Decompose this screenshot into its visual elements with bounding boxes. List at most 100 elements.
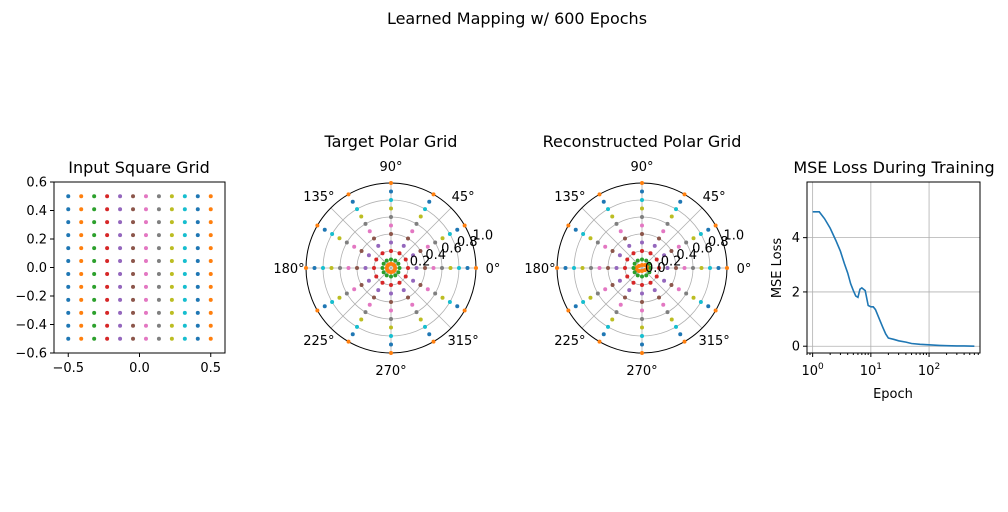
recon-polar-point [678, 332, 683, 337]
target-polar-point [389, 325, 393, 330]
target-polar-point [447, 232, 452, 236]
recon-polar-point [627, 243, 632, 248]
input-grid-point [118, 284, 123, 289]
target-polar-theta-label: 270° [375, 364, 406, 379]
recon-polar-point [657, 236, 661, 241]
input-grid-point [92, 194, 97, 199]
input-grid-point [169, 246, 174, 251]
input-grid-point [182, 271, 187, 276]
recon-polar-point [595, 291, 600, 296]
input-grid-point [169, 220, 174, 225]
target-polar-theta-label: 90° [379, 160, 402, 175]
target-polar-point [423, 266, 427, 270]
recon-polar-point [725, 266, 729, 270]
input-grid-point [118, 323, 123, 328]
input-grid-point [156, 194, 161, 199]
target-polar-point [433, 291, 438, 296]
target-polar-point [389, 317, 393, 321]
loss-xtick-label: 101 [860, 362, 882, 379]
input-grid-ytick-label: −0.2 [15, 290, 47, 305]
recon-polar-point [640, 181, 644, 185]
input-grid-point [169, 323, 174, 328]
input-grid-point [169, 233, 174, 238]
input-grid-point [143, 284, 148, 289]
recon-polar-point [669, 283, 674, 287]
recon-polar-point [669, 214, 674, 219]
input-grid-point [105, 323, 110, 328]
target-polar-points [304, 181, 478, 355]
recon-polar-point [640, 223, 644, 228]
target-polar-point [427, 332, 432, 337]
target-polar-r-label: 0.8 [457, 235, 478, 250]
target-polar-point [418, 214, 423, 219]
target-polar-point [338, 266, 342, 270]
recon-polar-point [640, 308, 644, 313]
target-polar-point [363, 266, 368, 270]
input-grid-point [66, 297, 71, 302]
target-polar-point [406, 236, 410, 241]
input-grid-point [169, 336, 174, 341]
recon-polar-point [635, 273, 640, 278]
input-grid-point [131, 220, 136, 225]
figure-suptitle: Learned Mapping w/ 600 Epochs [387, 9, 647, 28]
input-grid-point [156, 310, 161, 315]
input-grid-point [105, 220, 110, 225]
target-polar-point [389, 274, 393, 279]
input-grid-point [79, 194, 84, 199]
input-grid-point [156, 246, 161, 251]
recon-polar-tick-labels: 0° 45° 90° 135° 180° 225° 270° 315° 0.00.20.40.6… [524, 160, 751, 379]
input-grid-point [182, 284, 187, 289]
recon-polar-spoke [581, 267, 643, 329]
input-grid-point [208, 207, 213, 212]
input-grid-point [195, 310, 200, 315]
input-grid-point [182, 207, 187, 212]
input-grid-point [79, 310, 84, 315]
input-grid-point [156, 271, 161, 276]
input-grid-point [131, 259, 136, 264]
recon-polar-point [648, 280, 653, 285]
loss-xtick-label: 100 [802, 362, 825, 379]
recon-polar-point [618, 229, 623, 234]
target-polar-point [425, 244, 430, 249]
target-polar-point [423, 324, 427, 329]
input-grid-point [143, 194, 148, 199]
target-polar-point [376, 243, 381, 248]
target-polar-point [406, 295, 410, 300]
recon-polar-point [640, 325, 644, 330]
recon-polar-point [698, 300, 703, 304]
loss-ylabel: MSE Loss [770, 238, 785, 299]
recon-polar-point [573, 304, 578, 309]
input-grid-point [66, 284, 71, 289]
target-polar-point [355, 324, 359, 329]
target-polar-point [414, 221, 419, 226]
target-polar-point [440, 266, 444, 270]
target-polar-r-label: 1.0 [473, 228, 494, 243]
input-grid-point [118, 259, 123, 264]
recon-polar-point [665, 310, 670, 315]
target-polar-point [389, 308, 393, 313]
input-grid-point [92, 271, 97, 276]
input-grid-point [131, 336, 136, 341]
input-grid-point [195, 194, 200, 199]
input-grid-point [118, 310, 123, 315]
input-grid-point [131, 310, 136, 315]
target-polar-point [401, 288, 406, 293]
target-polar-theta-label: 45° [452, 190, 475, 205]
target-polar-point [346, 192, 351, 197]
recon-polar-spoke [581, 207, 643, 269]
input-grid-point [79, 284, 84, 289]
target-polar-point [380, 251, 385, 256]
target-polar-point [322, 227, 327, 232]
target-polar-r-label: 0.6 [441, 241, 462, 256]
target-polar-spoke [330, 267, 392, 329]
input-grid-point [195, 207, 200, 212]
input-grid-point [66, 259, 71, 264]
target-polar-tick-labels: 0° 45° 90° 135° 180° 225° 270° 315° 0.20.40.60.8… [273, 160, 500, 379]
target-polar-point [366, 253, 371, 258]
recon-polar-point [640, 342, 644, 347]
recon-polar-point [691, 266, 695, 270]
recon-polar-point [617, 278, 622, 283]
target-polar-point [376, 288, 381, 293]
target-polar-point [344, 240, 349, 245]
target-polar-point [448, 266, 453, 270]
